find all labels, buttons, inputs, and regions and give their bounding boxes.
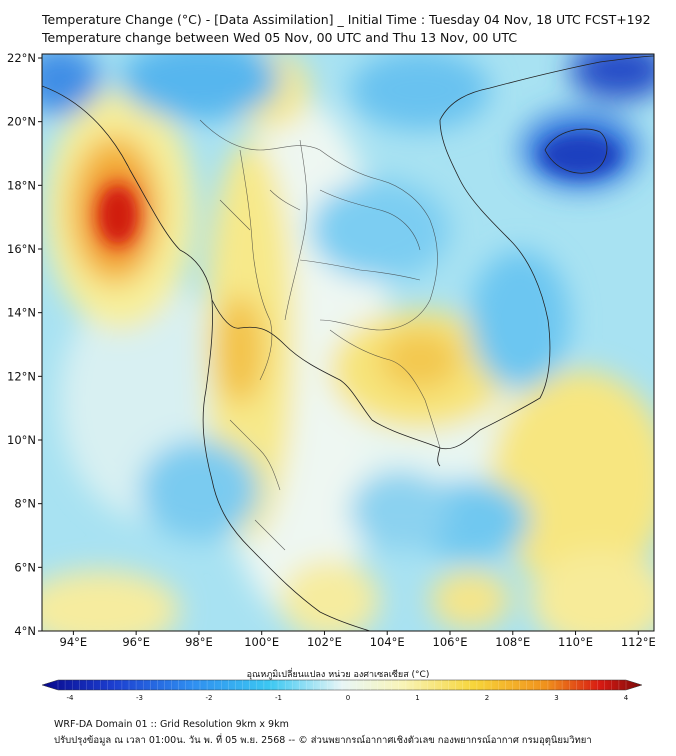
lat-label: 4°N xyxy=(14,624,36,638)
lat-label: 16°N xyxy=(7,242,36,256)
lon-label: 112°E xyxy=(621,635,656,649)
lat-label: 18°N xyxy=(7,178,36,192)
temperature-change-map: 22°N 20°N 18°N 16°N 14°N 12°N 10°N 8°N 6°N 4°N 94… xyxy=(7,51,656,700)
admin-boundaries xyxy=(199,119,441,551)
colorbar-tick-label: -2 xyxy=(206,694,213,700)
lon-label: 104°E xyxy=(370,635,405,649)
lat-label: 22°N xyxy=(7,51,36,65)
longitude-labels: 94°E 96°E 98°E 100°E 102°E 104°E 106°E 108°E 110… xyxy=(60,631,656,649)
lon-label: 98°E xyxy=(185,635,213,649)
colorbar-tick-label: 3 xyxy=(554,694,558,700)
lat-label: 6°N xyxy=(14,560,36,574)
colorbar-title: อุณหภูมิเปลี่ยนแปลง หน่วย องศาเซลเซียส (… xyxy=(246,670,430,680)
colorbar-ticks: -4 -3 -2 -1 0 1 2 3 4 xyxy=(57,680,629,700)
colorbar-tick-label: 2 xyxy=(485,694,489,700)
lon-label: 102°E xyxy=(307,635,342,649)
lat-label: 8°N xyxy=(14,497,36,511)
map-subtitle: Temperature change between Wed 05 Nov, 0… xyxy=(42,30,518,45)
lat-label: 12°N xyxy=(7,369,36,383)
lon-label: 106°E xyxy=(433,635,468,649)
lon-label: 100°E xyxy=(244,635,279,649)
footer-credits: ปรับปรุงข้อมูล ณ เวลา 01:00น. วัน พ. ที่… xyxy=(54,735,592,746)
lon-label: 108°E xyxy=(495,635,530,649)
colorbar-tick-label: -3 xyxy=(136,694,143,700)
colorbar-tick-label: -4 xyxy=(67,694,75,700)
colorbar-tick-label: -1 xyxy=(275,694,282,700)
latitude-labels: 22°N 20°N 18°N 16°N 14°N 12°N 10°N 8°N 6°N 4°N xyxy=(7,51,42,638)
map-title: Temperature Change (°C) - [Data Assimila… xyxy=(42,12,651,27)
colorbar-tick-label: 0 xyxy=(346,694,350,700)
map-frame xyxy=(41,53,655,632)
colorbar-tick-label: 4 xyxy=(624,694,629,700)
colorbar: -4 -3 -2 -1 0 1 2 3 4 xyxy=(41,679,643,700)
lon-label: 110°E xyxy=(558,635,593,649)
lat-label: 14°N xyxy=(7,306,36,320)
colorbar-tick-label: 1 xyxy=(415,694,419,700)
footer-grid-info: WRF-DA Domain 01 :: Grid Resolution 9km … xyxy=(54,719,289,730)
lat-label: 10°N xyxy=(7,433,36,447)
lon-label: 96°E xyxy=(122,635,150,649)
lat-label: 20°N xyxy=(7,115,36,129)
coastline xyxy=(42,55,654,631)
lon-label: 94°E xyxy=(60,635,88,649)
temperature-field xyxy=(42,54,654,631)
